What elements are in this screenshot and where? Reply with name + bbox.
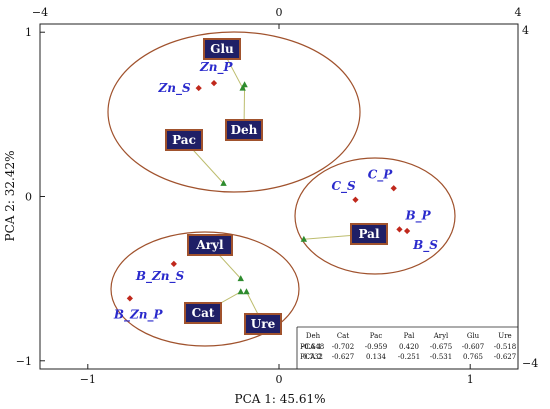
score-points [126, 80, 411, 302]
x2-tick-label: 0 [276, 6, 283, 19]
table-cell: -0.607 [462, 343, 484, 351]
table-header-cell: Pal [404, 332, 416, 340]
variable-box-pac [165, 129, 203, 151]
variable-label-pal: Pal [358, 227, 379, 241]
table-cell: -0.518 [494, 343, 516, 351]
y-tick-label: −1 [16, 355, 32, 368]
variable-box-ure [244, 313, 282, 335]
loading-point-ure [243, 288, 250, 295]
variable-label-ure: Ure [251, 317, 276, 331]
x2-tick-label: 4 [515, 6, 522, 19]
table-cell: 0.420 [399, 343, 419, 351]
loadings-table: Deh Cat Pac Pal Aryl Glu Ure PCA 1-0.648 -0.702 -… [296, 326, 518, 369]
loading-point-glu [239, 84, 246, 91]
loading-point-pal [300, 235, 308, 242]
variable-label-cat: Cat [192, 306, 215, 320]
table-row-label: PCA 2 [300, 353, 322, 361]
table-header-cell: Glu [467, 332, 480, 340]
table-cell: -0.702 [332, 343, 354, 351]
variable-labels: Deh Cat Pac Pal Aryl Glu Ure [165, 38, 388, 335]
variable-label-deh: Deh [231, 123, 258, 137]
score-label-b-zn-p: B_Zn_P [113, 307, 164, 322]
loading-point-aryl [237, 275, 244, 282]
variable-box-aryl [187, 234, 233, 256]
score-point-b-p [396, 226, 403, 233]
variable-box-pal [350, 223, 388, 245]
score-label-b-zn-s: B_Zn_S [135, 269, 185, 284]
score-label-zn-p: Zn_P [199, 60, 233, 75]
score-point-c-p [390, 185, 397, 192]
variable-label-pac: Pac [172, 133, 196, 147]
y2-tick-label: 4 [522, 24, 529, 37]
score-point-zn-s [195, 84, 202, 92]
x-axis-title: PCA 1: 45.61% [235, 392, 326, 406]
score-point-b-zn-p [126, 295, 133, 302]
y2-tick-label: −4 [522, 357, 538, 370]
table-header-cell: Pac [370, 332, 383, 340]
table-header-cell: Cat [337, 332, 350, 340]
score-label-b-p: B_P [404, 208, 431, 223]
loading-point-cat [237, 288, 244, 295]
table-cell: 0.765 [463, 353, 483, 361]
score-point-zn-p [210, 80, 218, 87]
table-cell: -0.627 [494, 353, 516, 361]
table-cell: -0.531 [430, 353, 452, 361]
score-labels: Zn_P Zn_S C_S C_P B_P B_S B_Zn_S B_Zn_P [113, 60, 438, 322]
variable-box-cat [184, 302, 222, 324]
score-label-c-s: C_S [331, 179, 356, 194]
score-label-b-s: B_S [412, 238, 438, 253]
group-ellipse-zn [107, 31, 361, 193]
table-cell: 0.134 [366, 353, 387, 361]
score-point-b-zn-s [170, 260, 177, 267]
table-row-label: PCA 1 [300, 343, 322, 351]
y-tick-label: 0 [25, 191, 32, 204]
group-ellipse-b-zn [110, 231, 300, 347]
table-header-cell: Ure [498, 332, 511, 340]
loading-point-pac [220, 179, 227, 186]
score-label-c-p: C_P [368, 167, 394, 182]
table-cell: -0.251 [398, 353, 420, 361]
table-header-cell: Aryl [433, 332, 449, 340]
table-cell: -0.675 [430, 343, 452, 351]
x2-tick-label: −4 [32, 6, 48, 19]
x-tick-label: −1 [80, 373, 96, 386]
x-tick-label: 0 [276, 373, 283, 386]
group-ellipse-c-b [294, 157, 456, 275]
table-cell: -0.959 [365, 343, 387, 351]
variable-box-glu [203, 38, 241, 60]
group-ellipses [107, 31, 456, 347]
y-axis-title: PCA 2: 32.42% [3, 151, 17, 242]
table-cell: -0.627 [332, 353, 354, 361]
score-point-c-s [352, 196, 359, 203]
axis-ticks: −1 0 1−101−4 0 44−4 [16, 6, 538, 386]
x-tick-label: 1 [467, 373, 474, 386]
loading-points [220, 81, 308, 295]
table-header-cell: Deh [306, 332, 321, 340]
score-point-b-s [403, 227, 411, 235]
variable-box-deh [225, 119, 263, 141]
score-label-zn-s: Zn_S [158, 81, 191, 96]
variable-label-glu: Glu [210, 42, 234, 56]
y-tick-label: 1 [25, 26, 32, 39]
table-cell: 0.732 [303, 353, 323, 361]
variable-label-aryl: Aryl [195, 238, 224, 252]
table-cell: -0.648 [302, 343, 324, 351]
